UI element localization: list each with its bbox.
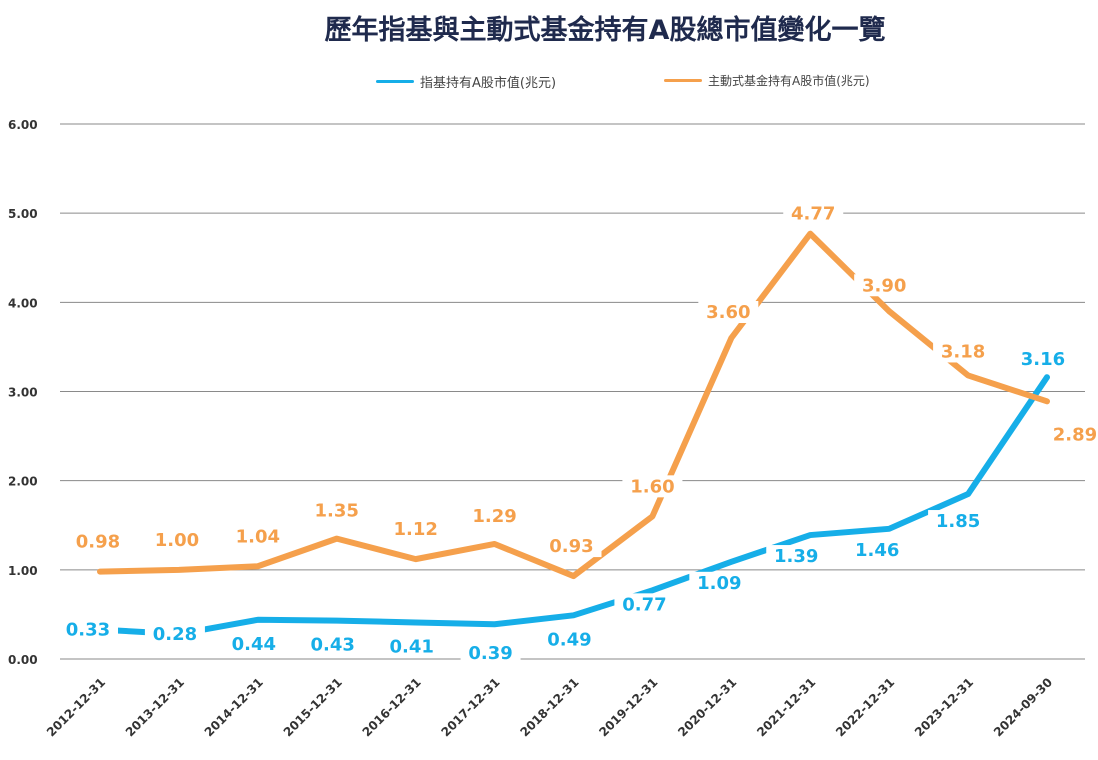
legend-item-index-fund: 指基持有A股市值(兆元)	[376, 72, 556, 91]
x-tick-label: 2016-12-31	[360, 675, 424, 739]
data-label-bg	[854, 274, 915, 297]
data-label-bg	[541, 535, 602, 558]
data-label: 1.00	[155, 530, 199, 551]
x-tick-label: 2024-09-30	[991, 675, 1055, 739]
data-label: 0.93	[549, 536, 593, 557]
legend-label-active-fund: 主動式基金持有A股市值(兆元)	[708, 74, 870, 88]
data-label-bg	[1045, 423, 1098, 446]
data-label-bg	[933, 340, 994, 363]
x-tick-label: 2014-12-31	[202, 675, 266, 739]
data-label-bg	[698, 301, 759, 323]
legend-label-index-fund: 指基持有A股市值(兆元)	[420, 76, 557, 91]
data-label-bg	[223, 632, 284, 655]
data-label: 1.12	[393, 519, 437, 540]
data-label: 0.77	[622, 594, 666, 615]
x-tick-label: 2019-12-31	[596, 675, 660, 739]
data-label-bg	[144, 623, 205, 646]
data-label-bg	[622, 475, 683, 498]
data-label-bg	[614, 593, 675, 616]
x-tick-label: 2023-12-31	[912, 675, 976, 739]
legend-swatch-active-fund	[664, 79, 702, 82]
data-label-bg	[306, 499, 367, 522]
data-label-bg	[385, 518, 446, 541]
data-label: 1.09	[697, 573, 741, 594]
data-label-bg	[227, 525, 288, 548]
data-label: 3.60	[706, 302, 750, 323]
data-label: 2.89	[1053, 424, 1097, 445]
x-tick-label: 2022-12-31	[833, 675, 897, 739]
y-tick-label: 4.00	[8, 296, 38, 310]
data-label: 1.35	[315, 501, 359, 522]
y-tick-label: 5.00	[8, 207, 38, 221]
x-tick-label: 2021-12-31	[754, 675, 818, 739]
data-label-bg	[847, 538, 908, 561]
data-label: 1.60	[630, 476, 674, 497]
legend: 指基持有A股市值(兆元) 主動式基金持有A股市值(兆元)	[0, 72, 1098, 92]
data-label: 0.44	[232, 634, 276, 655]
series-line	[97, 230, 1050, 580]
data-label: 1.29	[472, 506, 516, 527]
data-label-bg	[928, 510, 989, 533]
y-tick-label: 2.00	[8, 475, 38, 489]
data-label-bg	[783, 202, 844, 225]
data-label: 0.43	[311, 635, 355, 656]
series-line	[97, 374, 1050, 638]
y-tick-label: 0.00	[8, 653, 38, 667]
data-label-bg	[381, 635, 442, 658]
data-label: 0.98	[76, 532, 120, 553]
data-label: 3.16	[1021, 349, 1065, 370]
x-tick-label: 2012-12-31	[44, 675, 108, 739]
data-label-bg	[689, 571, 750, 594]
data-label-bg	[146, 528, 207, 551]
data-label: 0.39	[468, 643, 512, 664]
y-tick-label: 3.00	[8, 386, 38, 400]
y-tick-label: 6.00	[8, 118, 38, 132]
x-tick-label: 2015-12-31	[281, 675, 345, 739]
data-label-bg	[68, 530, 128, 553]
data-label: 0.41	[389, 636, 433, 657]
legend-swatch-index-fund	[376, 80, 414, 83]
chart-title: 歷年指基與主動式基金持有A股總市值變化一覽	[324, 15, 886, 46]
x-tick-label: 2017-12-31	[439, 675, 503, 739]
data-label: 0.49	[547, 629, 591, 650]
x-tick-label: 2013-12-31	[123, 675, 187, 739]
data-label: 1.85	[936, 511, 980, 532]
data-label: 0.28	[153, 624, 197, 645]
data-label-bg	[539, 628, 600, 651]
data-label: 3.18	[941, 341, 985, 362]
x-tick-label: 2018-12-31	[517, 675, 581, 739]
data-label: 1.39	[774, 546, 818, 567]
data-label-bg	[460, 642, 521, 665]
data-label-bg	[302, 633, 363, 656]
data-label-bg	[464, 504, 525, 527]
legend-item-active-fund: 主動式基金持有A股市值(兆元)	[664, 72, 870, 89]
data-label: 3.90	[862, 275, 906, 296]
data-label: 1.46	[855, 540, 899, 561]
data-label-bg	[1013, 348, 1073, 371]
y-tick-label: 1.00	[8, 564, 38, 578]
data-label-bg	[766, 545, 827, 568]
data-label: 4.77	[791, 204, 835, 225]
x-tick-label: 2020-12-31	[675, 675, 739, 739]
data-label: 1.04	[236, 526, 280, 547]
data-label-bg	[58, 618, 118, 641]
data-label: 0.33	[66, 620, 110, 641]
